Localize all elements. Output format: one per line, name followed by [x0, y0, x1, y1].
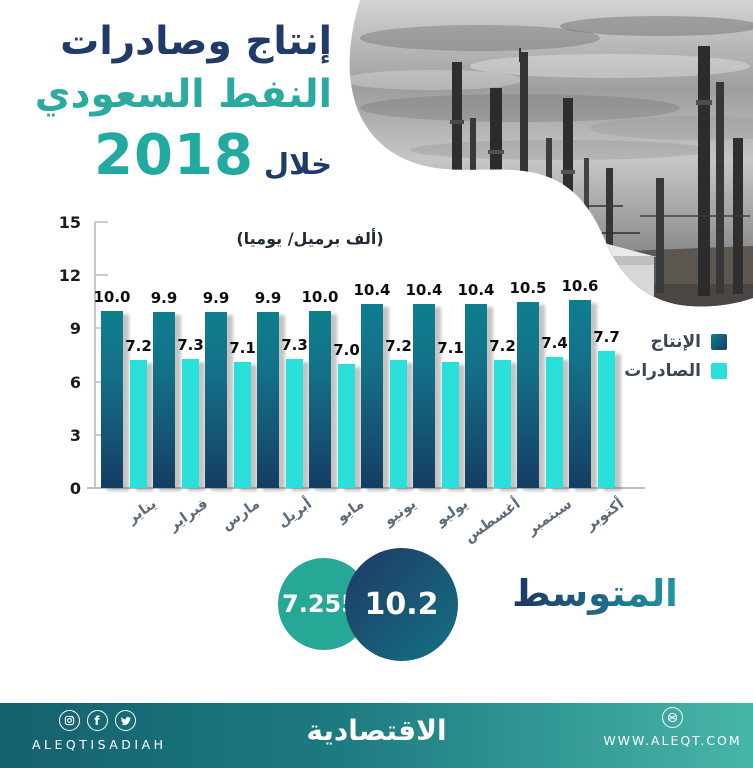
legend: الإنتاج الصادرات [624, 332, 727, 381]
bar-value-label: 10.4 [457, 280, 495, 299]
legend-row-exports: الصادرات [624, 361, 727, 381]
y-axis-label: 12 [58, 266, 81, 286]
social-handle: ALEQTISADIAH [32, 737, 167, 752]
bar-group: 10.4 7.2 [353, 222, 412, 488]
exports-bar: 7.3 [177, 336, 204, 488]
x-axis-line [87, 487, 645, 489]
bar-group: 10.4 7.2 [457, 222, 516, 488]
bar-value-label: 10.6 [561, 277, 599, 296]
twitter-icon[interactable] [114, 710, 136, 731]
production-bar: 10.5 [509, 279, 547, 488]
production-bar: 10.4 [405, 281, 443, 488]
exports-bar: 7.2 [385, 337, 412, 488]
exports-bar: 7.1 [229, 339, 256, 488]
exports-bar: 7.4 [541, 334, 568, 488]
y-axis-label: 6 [69, 372, 81, 392]
bar-value-label: 7.0 [333, 340, 360, 359]
bar-value-label: 7.1 [229, 339, 256, 358]
brand-logo: الاقتصادية [306, 714, 447, 747]
production-bar: 10.6 [561, 277, 599, 488]
title-line-1: إنتاج وصادرات [60, 19, 332, 64]
globe-icon [662, 707, 683, 728]
average-production-circle: 10.2 [345, 548, 458, 661]
exports-bar: 7.2 [489, 337, 516, 488]
y-axis-label: 9 [69, 319, 81, 339]
website-block: WWW.ALEQT.COM [600, 707, 745, 748]
average-label: المتوسط [505, 572, 685, 615]
bar-value-label: 9.9 [150, 289, 178, 308]
title-year: 2018 [94, 123, 254, 189]
production-bar: 10.0 [301, 288, 339, 488]
y-axis-tick [95, 274, 108, 277]
bar-group: 10.6 7.7 [561, 222, 620, 488]
y-axis-label: 3 [69, 425, 81, 445]
production-bar: 9.9 [151, 289, 177, 488]
bar-value-label: 10.5 [509, 278, 547, 297]
social-block: f ALEQTISADIAH [32, 710, 167, 752]
production-bar: 10.4 [353, 281, 391, 488]
production-bar: 9.9 [255, 289, 281, 488]
y-axis-label: 0 [69, 479, 81, 498]
exports-bar: 7.7 [593, 328, 620, 488]
exports-bar: 7.2 [125, 337, 152, 488]
footer-bar: f ALEQTISADIAH الاقتصادية WWW.ALEQT.COM [0, 703, 753, 768]
exports-bar: 7.0 [333, 341, 360, 488]
legend-production-label: الإنتاج [650, 332, 701, 352]
bar-value-label: 7.2 [125, 337, 152, 356]
bar-group: 9.9 7.3 [151, 222, 204, 488]
bar-group: 10.5 7.4 [509, 222, 568, 488]
bar-value-label: 10.0 [301, 287, 339, 306]
average-production-value: 10.2 [364, 587, 439, 622]
website-url[interactable]: WWW.ALEQT.COM [603, 733, 742, 748]
bar-value-label: 10.4 [405, 280, 443, 299]
bar-value-label: 10.4 [353, 280, 391, 299]
production-bar: 10.4 [457, 281, 495, 488]
bar-group: 10.4 7.1 [405, 222, 464, 488]
plot-area: 0 3 6 9 12 15 10.0 7.2 يناير 9.9 7.3 فبراير 9.9 7.1 ما… [59, 213, 645, 546]
exports-swatch [711, 363, 727, 379]
bar-value-label: 7.2 [385, 337, 412, 356]
bar-value-label: 10.0 [93, 287, 131, 306]
title-line-2: النفط السعودي [34, 71, 332, 117]
bar-group: 9.9 7.1 [203, 222, 256, 488]
bar-value-label: 7.3 [281, 335, 308, 354]
y-axis-label: 15 [58, 213, 81, 232]
social-icons: f [32, 710, 162, 731]
bar-value-label: 9.9 [202, 289, 230, 308]
bar-group: 10.0 7.2 [93, 222, 152, 488]
legend-row-production: الإنتاج [624, 332, 727, 352]
bar-value-label: 7.1 [437, 339, 464, 358]
chart-unit-label: (ألف برميل/ يوميا) [236, 229, 384, 248]
bar-value-label: 7.7 [593, 328, 620, 347]
y-axis-line [94, 222, 96, 488]
bar-value-label: 7.2 [489, 337, 516, 356]
bar-value-label: 7.4 [541, 333, 568, 352]
exports-bar: 7.1 [437, 339, 464, 488]
title-line-3: خلال 2018 [20, 123, 332, 188]
page-title: إنتاج وصادرات النفط السعودي خلال 2018 [20, 16, 332, 188]
instagram-icon[interactable] [58, 710, 80, 731]
production-swatch [711, 334, 727, 350]
facebook-icon[interactable]: f [86, 710, 108, 731]
title-during: خلال [263, 147, 332, 182]
production-bar: 10.0 [93, 288, 131, 488]
legend-exports-label: الصادرات [624, 361, 701, 381]
production-bar: 9.9 [203, 289, 229, 488]
bar-value-label: 9.9 [254, 289, 282, 308]
bar-group: 10.0 7.0 [301, 222, 360, 488]
y-axis-tick [95, 221, 108, 223]
bar-group: 9.9 7.3 [255, 222, 308, 488]
bar-value-label: 7.3 [177, 335, 204, 354]
exports-bar: 7.3 [281, 336, 308, 488]
